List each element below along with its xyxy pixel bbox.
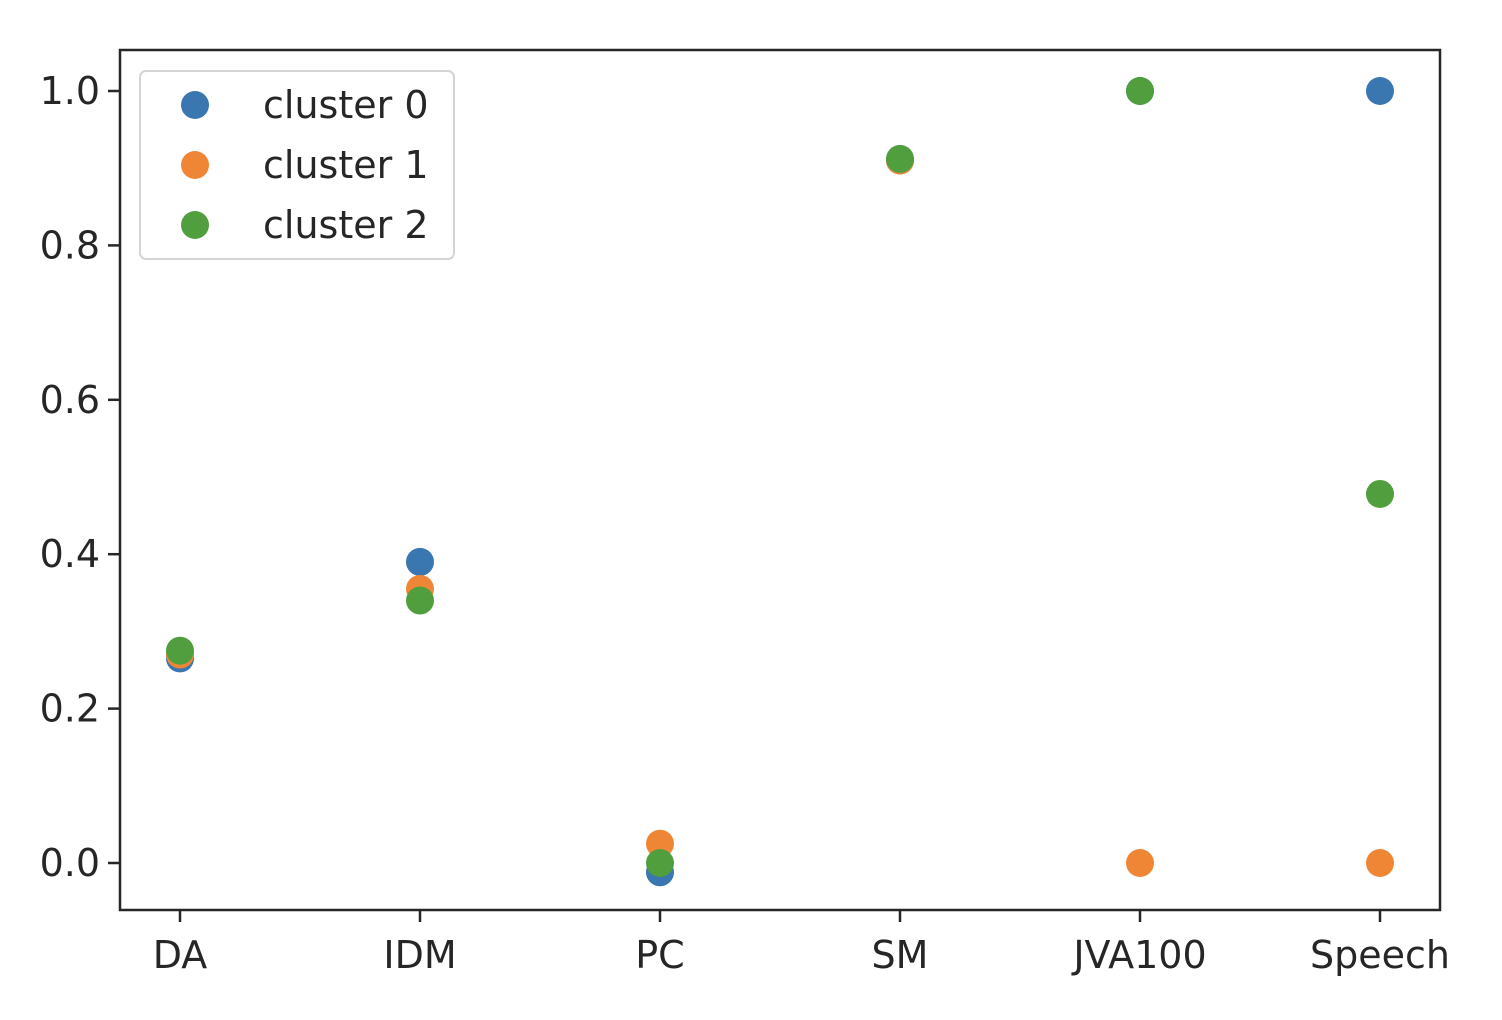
- data-point-cluster-1: [646, 829, 674, 858]
- legend-marker: [181, 211, 209, 239]
- legend-box: [139, 70, 455, 260]
- x-axis: DA IDM PC SM JVA100 Speech: [153, 910, 1450, 977]
- data-point-cluster-0: [406, 547, 434, 576]
- y-tick-label: 0.0: [40, 841, 100, 885]
- x-tick-label: DA: [153, 933, 208, 977]
- legend-label: cluster 0: [263, 83, 429, 127]
- y-tick-label: 0.6: [40, 378, 100, 422]
- data-points: [166, 77, 1394, 887]
- data-point-cluster-2: [1126, 77, 1154, 105]
- legend-label: cluster 2: [263, 203, 429, 247]
- data-point-cluster-1: [1126, 849, 1154, 877]
- x-tick-label: JVA100: [1071, 933, 1206, 977]
- plot-frame: [118, 48, 1442, 912]
- y-tick-label: 0.2: [40, 687, 100, 731]
- legend-marker: [181, 151, 209, 179]
- data-point-cluster-2: [1366, 479, 1394, 508]
- x-tick-label: PC: [635, 933, 684, 977]
- data-point-cluster-2: [406, 586, 434, 615]
- data-point-cluster-0: [1366, 77, 1394, 105]
- y-axis: 0.0 0.2 0.4 0.6 0.8 1.0: [40, 69, 120, 885]
- data-point-cluster-1: [1366, 849, 1394, 877]
- x-tick-label: SM: [872, 933, 929, 977]
- legend: cluster 0 cluster 1 cluster 2: [139, 70, 455, 260]
- data-point-cluster-2: [886, 144, 914, 173]
- data-point-cluster-2: [646, 849, 674, 877]
- data-point-cluster-2: [166, 636, 194, 665]
- y-tick-label: 0.8: [40, 223, 100, 267]
- y-tick-label: 0.4: [40, 532, 100, 576]
- x-tick-label: IDM: [383, 933, 456, 977]
- x-tick-label: Speech: [1310, 933, 1450, 977]
- legend-label: cluster 1: [263, 143, 429, 187]
- y-tick-label: 1.0: [40, 69, 100, 113]
- legend-marker: [181, 91, 209, 119]
